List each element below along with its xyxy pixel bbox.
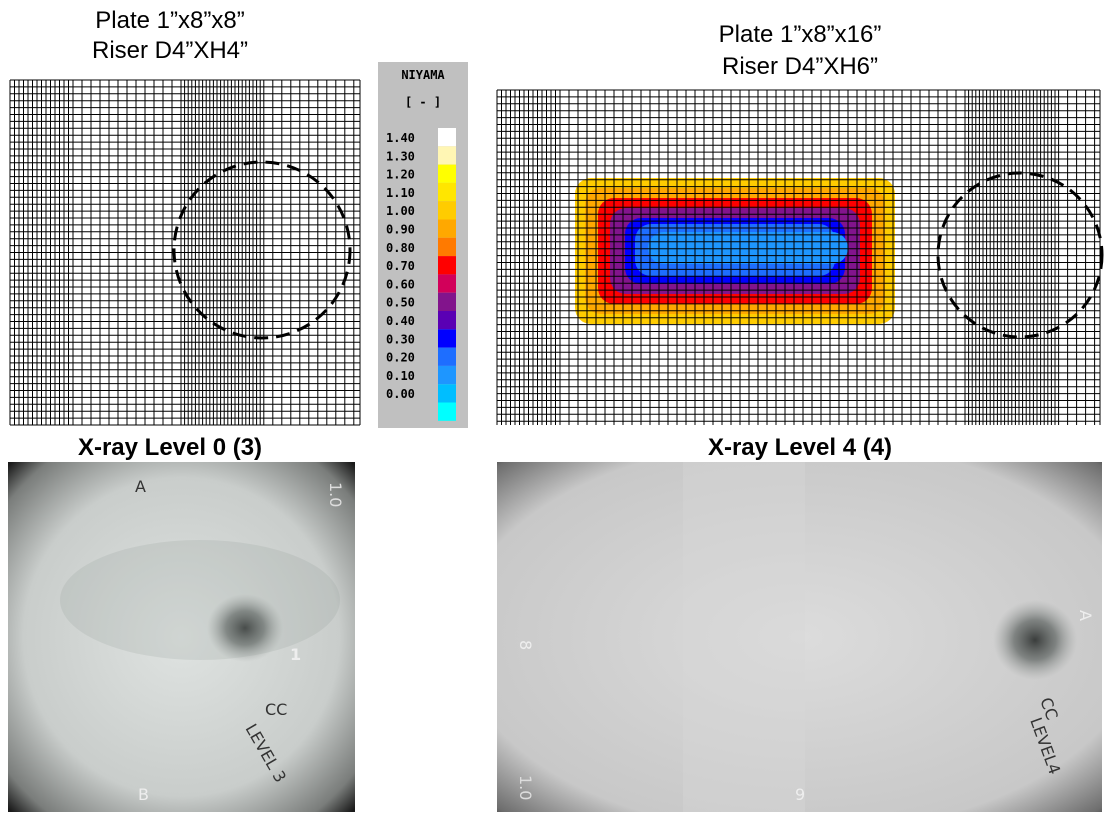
xray-mark: B	[138, 785, 149, 804]
xray-mark: 1.0	[326, 482, 345, 507]
mesh	[497, 90, 1100, 425]
legend-swatch	[438, 201, 456, 219]
legend-swatch	[438, 329, 456, 347]
title-line: Riser D4”XH6”	[722, 53, 878, 80]
legend-label: 0.50	[386, 296, 415, 310]
xray-caption: X-ray Level 4 (4)	[708, 434, 892, 461]
legend-label: 0.10	[386, 369, 415, 383]
xray-mark: 9	[795, 785, 805, 804]
xray-mark: A	[1076, 610, 1095, 621]
legend-label: 0.90	[386, 223, 415, 237]
legend-label: 0.70	[386, 259, 415, 273]
xray-mark: A	[135, 477, 146, 496]
legend-swatch	[438, 403, 456, 421]
legend-swatch	[438, 293, 456, 311]
xray-mark: CC	[265, 700, 287, 719]
legend-label: 0.40	[386, 314, 415, 328]
legend-label: 0.00	[386, 387, 415, 401]
legend-label: 1.40	[386, 131, 415, 145]
legend-swatch	[438, 220, 456, 238]
legend-swatch	[438, 165, 456, 183]
legend-swatch	[438, 183, 456, 201]
title-line: Plate 1”x8”x8”	[95, 7, 244, 34]
legend-unit: [ - ]	[405, 95, 441, 109]
legend-label: 1.30	[386, 149, 415, 163]
xray-photo: A B 1 CC LEVEL 3 1.0	[8, 462, 355, 812]
legend-swatch	[438, 256, 456, 274]
legend-label: 0.30	[386, 332, 415, 346]
legend-swatch	[438, 128, 456, 146]
legend-swatch	[438, 311, 456, 329]
xray-mark: 1	[290, 645, 301, 664]
legend-swatch	[438, 348, 456, 366]
xray-mark: 8	[516, 640, 535, 650]
niyama-region	[648, 232, 848, 264]
mesh	[10, 80, 360, 425]
legend-label: 0.80	[386, 241, 415, 255]
mesh-lines	[10, 80, 360, 425]
legend-label: 0.20	[386, 351, 415, 365]
legend-label: 0.60	[386, 277, 415, 291]
legend-label: 1.20	[386, 168, 415, 182]
title-line: Plate 1”x8”x16”	[719, 21, 882, 48]
legend-swatch	[438, 238, 456, 256]
legend-title: NIYAMA	[401, 68, 445, 82]
xray-caption: X-ray Level 0 (3)	[78, 434, 262, 461]
legend-swatch	[438, 274, 456, 292]
legend-swatch	[438, 146, 456, 164]
xray-photo: 8 9 A CC LEVEL4 1.0	[497, 462, 1102, 812]
riser-outline	[174, 162, 350, 338]
legend-swatch	[438, 366, 456, 384]
legend-label: 1.10	[386, 186, 415, 200]
figure: Plate 1”x8”x8” Riser D4”XH4” Plate 1”x8”…	[0, 0, 1106, 813]
legend-label: 1.00	[386, 204, 415, 218]
title-line: Riser D4”XH4”	[92, 37, 248, 64]
xray-mark: 1.0	[516, 775, 535, 800]
legend-swatch	[438, 384, 456, 402]
riser-outline	[938, 173, 1102, 337]
